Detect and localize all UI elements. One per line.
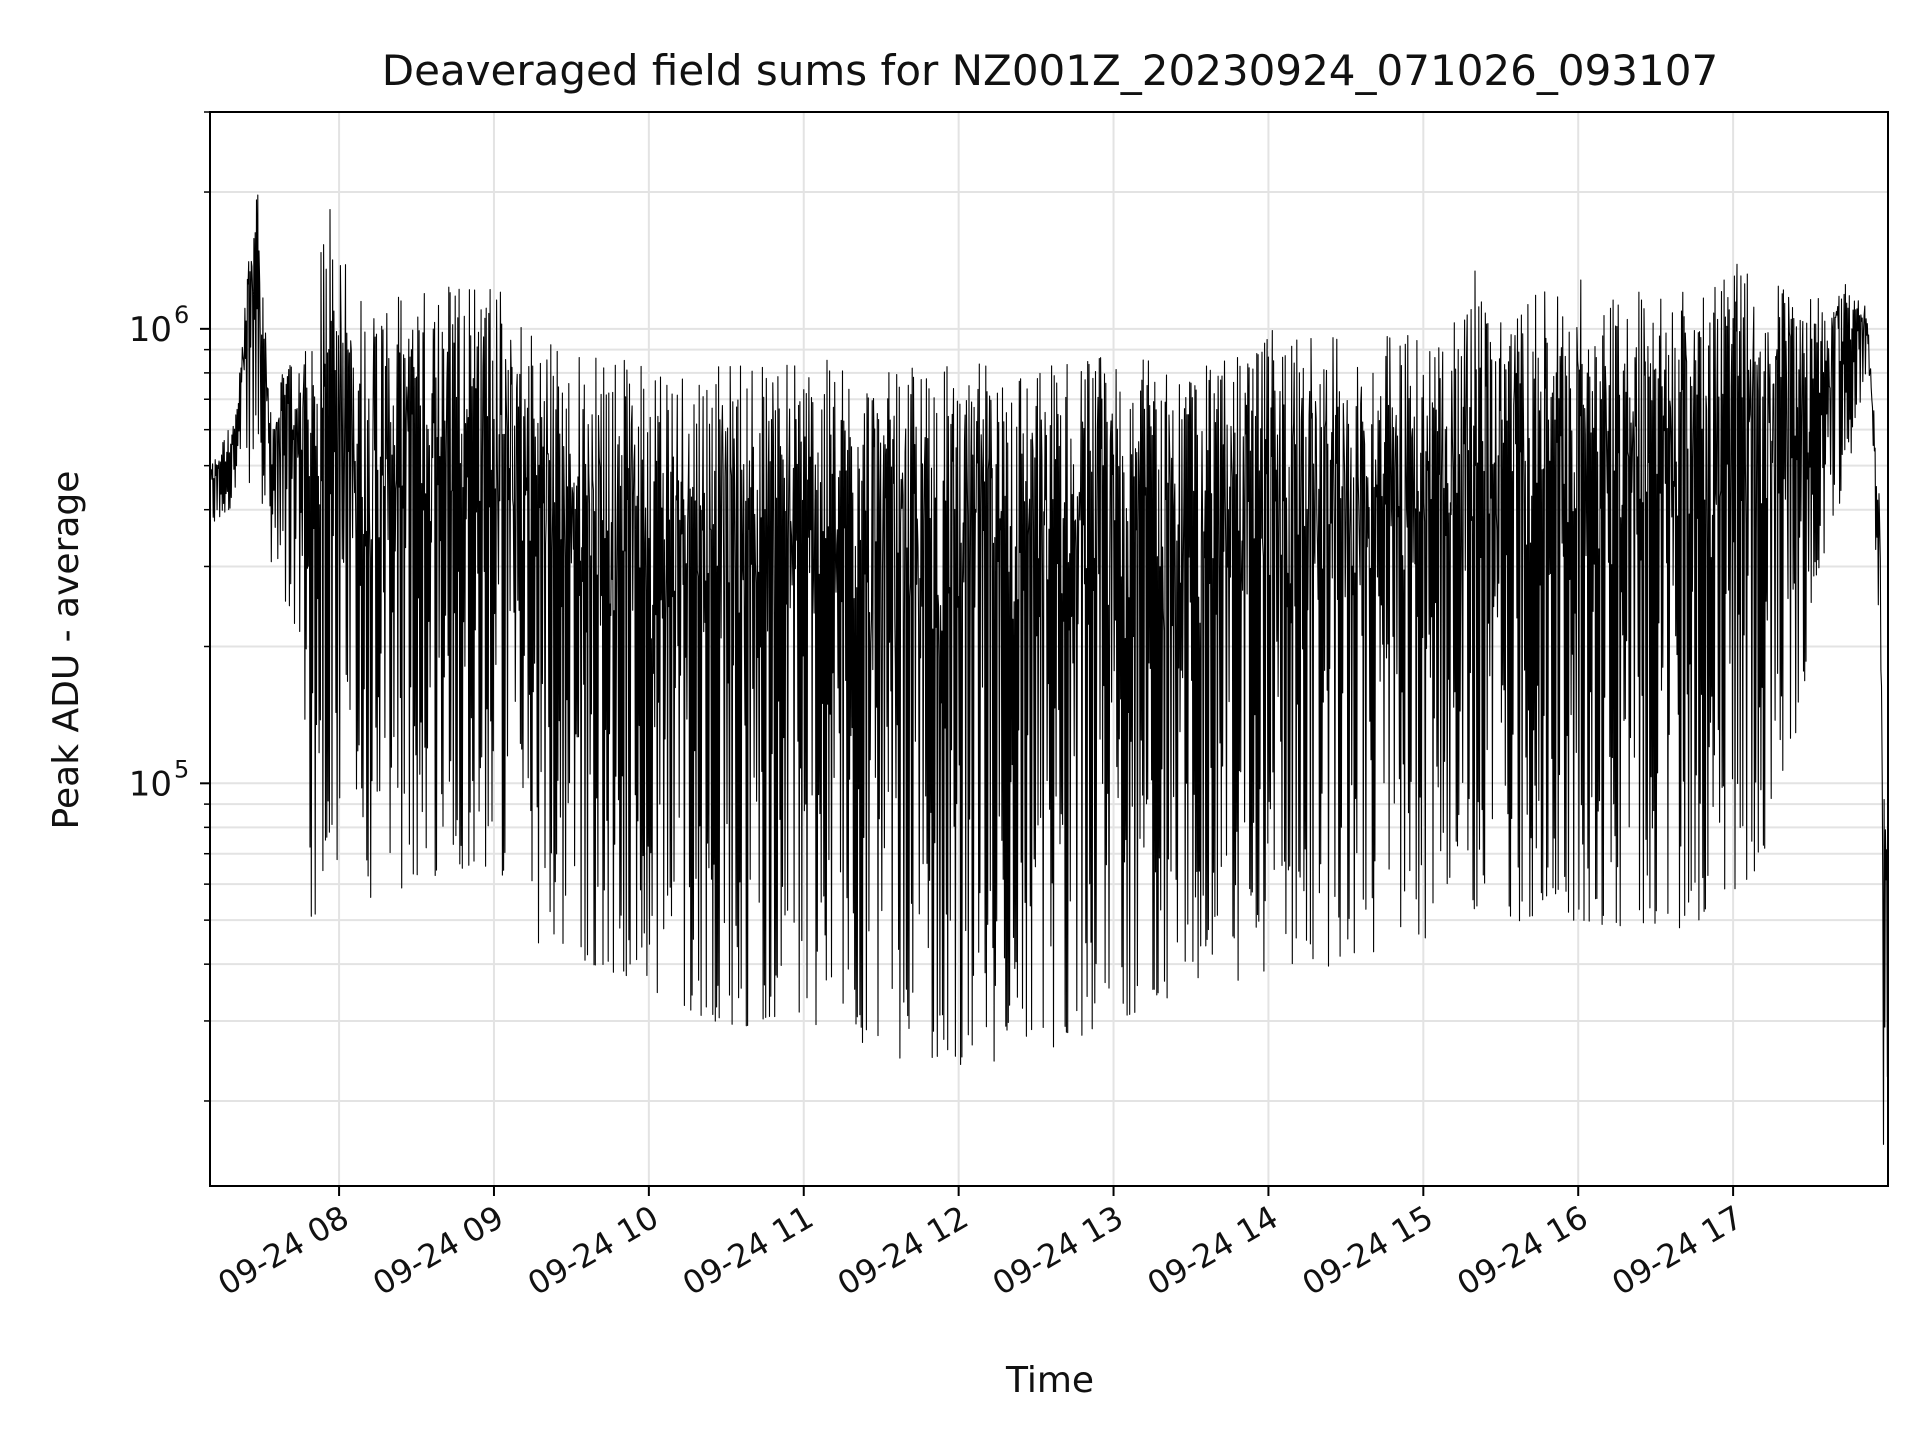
y-tick-exponent: 6 [174, 301, 189, 329]
x-axis-ticks: 09-24 08 09-24 09 09-24 10 09-24 11 09-24 12… [211, 1186, 1749, 1303]
y-tick-exponent: 5 [174, 755, 189, 783]
y-axis-label: Peak ADU - average [46, 471, 87, 830]
x-tick-label: 09-24 15 [1296, 1198, 1440, 1303]
x-tick-label: 09-24 11 [676, 1198, 820, 1303]
y-tick-label: 10 [129, 310, 172, 350]
x-tick-label: 09-24 16 [1451, 1198, 1595, 1303]
x-tick-label: 09-24 13 [986, 1198, 1130, 1303]
x-tick-label: 09-24 12 [831, 1198, 975, 1303]
y-tick-label: 10 [129, 764, 172, 804]
x-tick-label: 09-24 14 [1141, 1198, 1285, 1303]
x-tick-label: 09-24 17 [1606, 1198, 1750, 1303]
data-series [209, 194, 1889, 1145]
series-line [209, 194, 1889, 1145]
plot-frame [209, 111, 1889, 1187]
x-tick-label: 09-24 09 [366, 1198, 510, 1303]
chart-title: Deaveraged field sums for NZ001Z_2023092… [382, 46, 1718, 95]
x-tick-label: 09-24 10 [521, 1198, 665, 1303]
x-tick-label: 09-24 08 [211, 1198, 355, 1303]
x-axis-label: Time [1005, 1360, 1094, 1401]
grid [210, 111, 1888, 1186]
